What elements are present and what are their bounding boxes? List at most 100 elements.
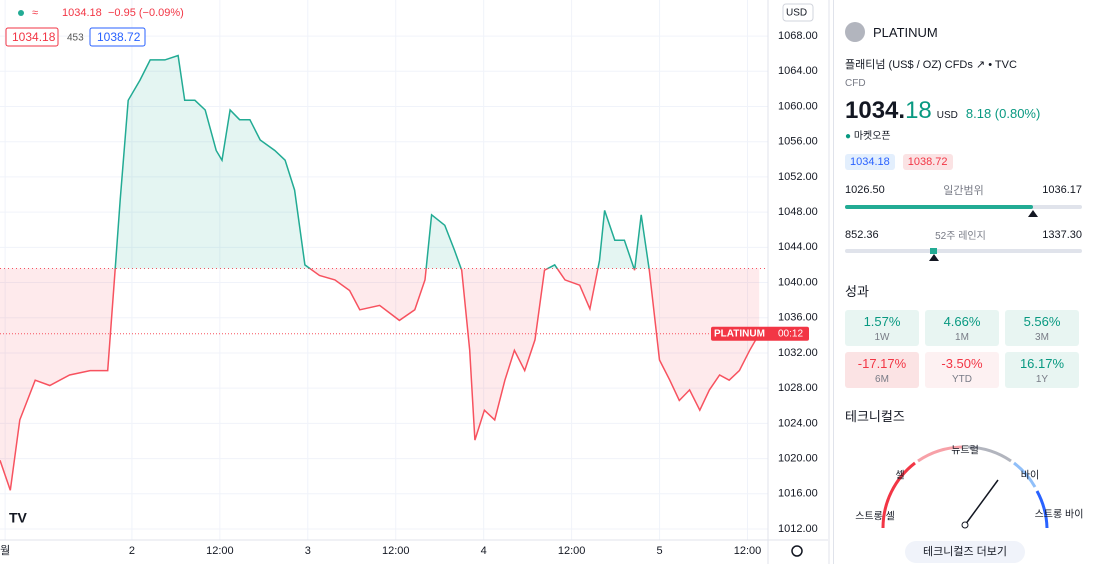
price-tag — [711, 326, 809, 341]
performance-period: 6M — [875, 374, 889, 385]
y-tick-label: 1068.00 — [778, 30, 818, 42]
year-range-bar — [845, 248, 1082, 261]
y-tick-label: 1048.00 — [778, 206, 818, 218]
x-tick-label: 12:00 — [382, 545, 410, 557]
y-tick-label: 1024.00 — [778, 417, 818, 429]
year-low: 852.36 — [845, 228, 879, 241]
technicals-title: 테크니컬즈 — [845, 409, 905, 424]
y-tick-label: 1028.00 — [778, 382, 818, 394]
performance-period: 1Y — [1035, 374, 1049, 385]
area — [115, 55, 650, 269]
performance-value: 4.66% — [943, 314, 981, 329]
x-tick-label: 12:00 — [558, 545, 586, 557]
bid-box — [5, 27, 59, 47]
day-high: 1036.17 — [1042, 184, 1082, 196]
y-tick-label: 1056.00 — [778, 136, 818, 148]
performance-tile: 16.17% 1Y — [1005, 352, 1079, 388]
performance-value: 1.57% — [863, 314, 901, 329]
quote-row: 1034.18 1038.72 — [845, 154, 1082, 170]
performance-title: 성과 — [845, 284, 869, 299]
status-dot — [18, 10, 24, 16]
last: 1034.18 — [62, 7, 102, 19]
x-tick-label: 월 — [0, 544, 10, 557]
performance-tile: -17.17% 6M — [845, 352, 919, 388]
price-main: 1034. — [845, 97, 906, 124]
year-high: 1337.30 — [1042, 228, 1082, 241]
year-range-label: 52주 레인지 — [935, 231, 986, 242]
performance-period: 1M — [955, 332, 969, 343]
day-range-label: 일간범위 — [943, 185, 984, 197]
performance-value: 5.56% — [1023, 314, 1061, 329]
y-tick-label: 1040.00 — [778, 276, 818, 288]
countdown: 00:12 — [778, 328, 803, 339]
change: −0.95 (−0.09%) — [108, 7, 184, 19]
y-tick-label: 1020.00 — [778, 452, 818, 464]
range-marker — [928, 254, 939, 261]
range-fill — [930, 248, 938, 254]
day-low: 1026.50 — [845, 184, 885, 196]
y-tick-label: 1032.00 — [778, 347, 818, 359]
gauge: 스트롱 셀 셀 뉴트럴 바이 스트롱 바이 테크니컬즈 더보기 — [855, 444, 1083, 563]
exchange: TVC — [994, 59, 1017, 71]
change: 8.18 (0.80%) — [965, 106, 1041, 121]
gauge-label: 스트롱 바이 — [1035, 509, 1083, 521]
performance-value: -17.17% — [857, 356, 907, 371]
ask: 1038.72 — [97, 30, 141, 44]
y-tick-label: 1044.00 — [778, 241, 818, 253]
currency: USD — [786, 8, 807, 19]
bid: 1034.18 — [12, 30, 56, 44]
gauge-needle — [964, 479, 999, 526]
status-row: ● 마켓오픈 — [845, 131, 891, 142]
symbol: PLATINUM — [873, 24, 938, 40]
bid: 1034.18 — [845, 154, 895, 170]
status: 마켓오픈 — [853, 131, 891, 142]
gauge-arc — [881, 461, 916, 529]
icon: ≈ — [32, 7, 38, 19]
performance-tile: 1.57% 1W — [845, 310, 919, 346]
y-tick-label: 1012.00 — [778, 523, 818, 535]
x-tick-label: 2 — [129, 545, 135, 557]
line — [114, 54, 650, 269]
range-fill — [845, 205, 1034, 209]
performance-value: -3.50% — [941, 356, 983, 371]
line — [0, 268, 760, 491]
technicals-button[interactable] — [905, 541, 1025, 563]
performance-period: 1W — [874, 332, 890, 343]
gauge-arc — [917, 445, 963, 463]
x-tick-label: 3 — [305, 545, 311, 557]
y-tick-label: 1060.00 — [778, 100, 818, 112]
x-tick-label: 12:00 — [206, 545, 234, 557]
x-tick-label: 4 — [481, 545, 487, 557]
description-row: 플래티넘 (US$ / OZ) CFDs ↗ • TVC — [845, 59, 1017, 71]
y-tick-label: 1064.00 — [778, 65, 818, 77]
ask-box — [89, 27, 146, 47]
description: 플래티넘 (US$ / OZ) CFDs — [845, 59, 973, 71]
price-row: 1034. 18 USD 8.18 (0.80%) — [845, 97, 1082, 125]
area — [0, 268, 760, 491]
range-marker — [1028, 210, 1039, 217]
gauge-pivot — [961, 521, 969, 529]
day-range-bar — [845, 205, 1082, 217]
x-tick-label: 12:00 — [734, 545, 762, 557]
y-tick-label: 1036.00 — [778, 312, 818, 324]
performance-tile: -3.50% YTD — [925, 352, 999, 388]
performance-period: YTD — [952, 374, 972, 385]
day-range-row: 1026.50 일간범위 1036.17 — [845, 182, 1082, 198]
y-tick-label: 1052.00 — [778, 171, 818, 183]
technicals-button-label: 테크니컬즈 더보기 — [923, 545, 1007, 558]
performance-tile: 4.66% 1M — [925, 310, 999, 346]
currency-button[interactable] — [782, 3, 814, 22]
price-tag-label: PLATINUM — [714, 328, 765, 339]
gauge-label: 스트롱 셀 — [855, 511, 895, 523]
performance-period: 3M — [1035, 332, 1049, 343]
gauge-arc — [1013, 461, 1037, 488]
performance-tile: 5.56% 3M — [1005, 310, 1079, 346]
gauge-arc — [1035, 490, 1049, 529]
chart: USD ≈ 1034.18 −0.95 (−0.09%) 1034.18 4 5 3… — [0, 0, 830, 564]
kind: CFD — [845, 78, 866, 89]
currency: USD — [936, 110, 958, 121]
settings-icon[interactable] — [791, 545, 803, 557]
gauge-label: 뉴트럴 — [951, 444, 979, 457]
x-tick-label: 5 — [656, 545, 662, 557]
